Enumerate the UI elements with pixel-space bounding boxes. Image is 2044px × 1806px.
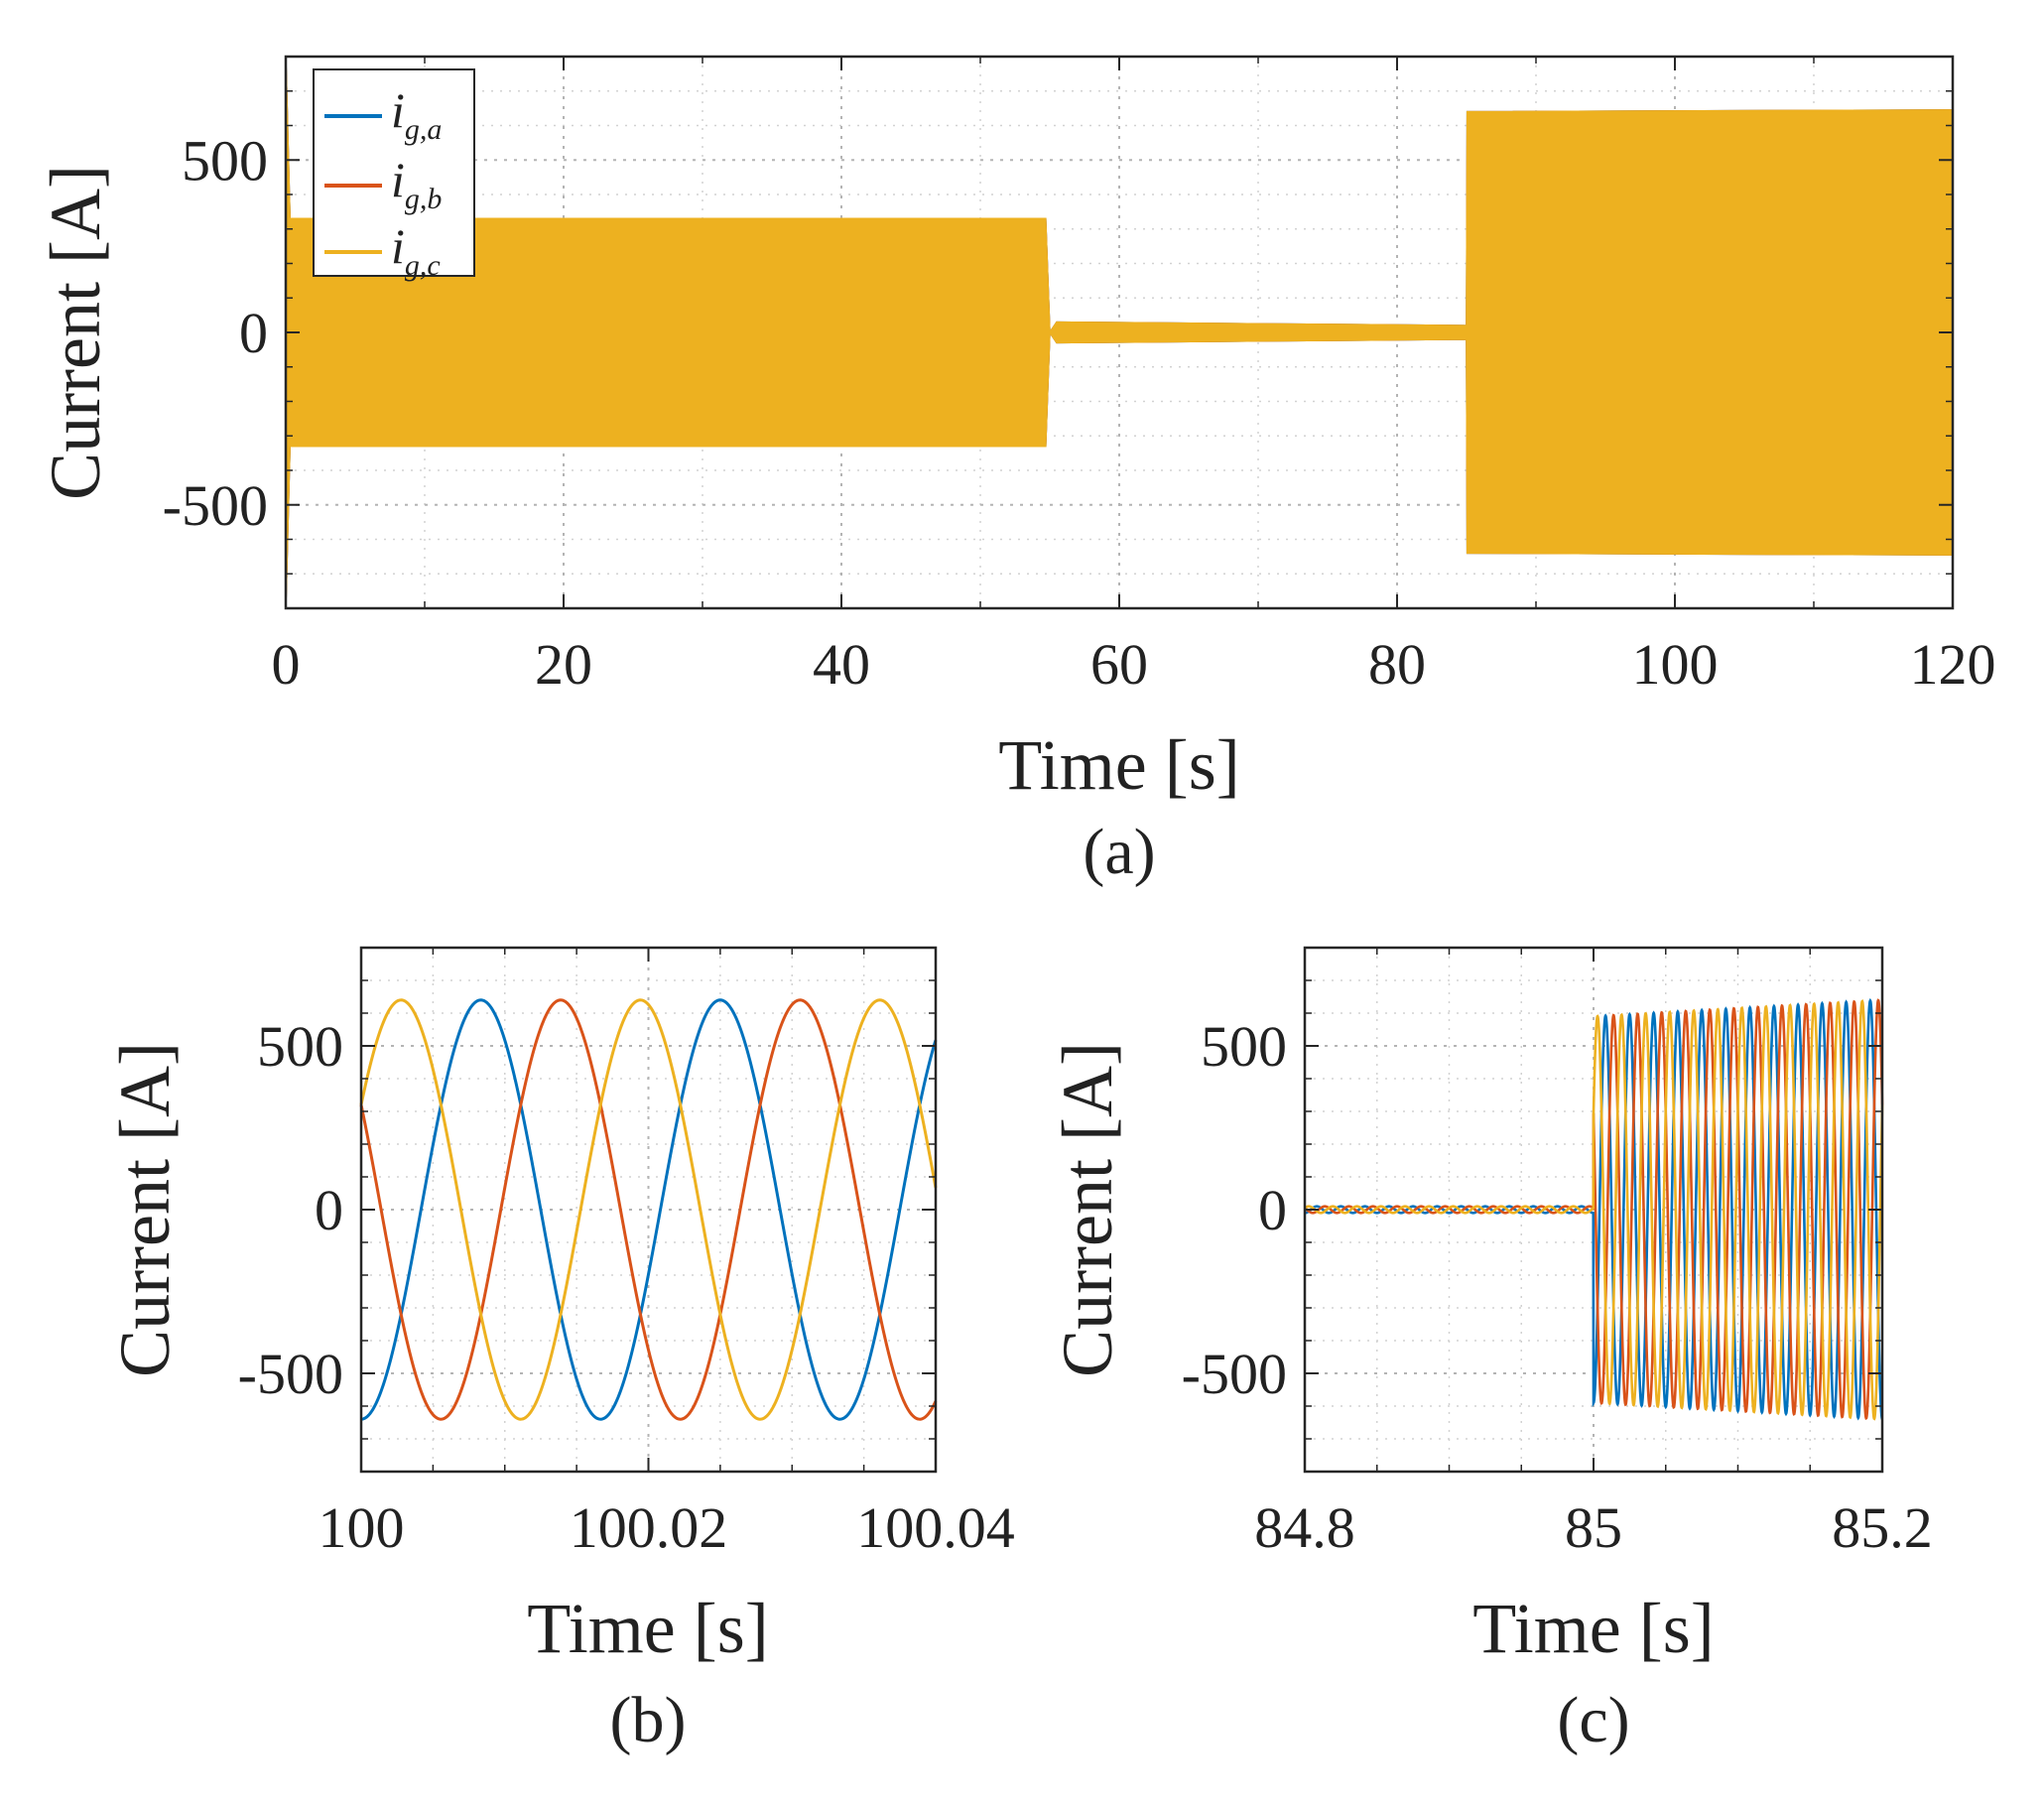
x-tick-label: 20 xyxy=(535,632,592,697)
legend-box xyxy=(313,68,475,277)
series-i-g-c xyxy=(359,998,938,1421)
chart-a-caption: (a) xyxy=(1083,816,1155,888)
chart-b-series xyxy=(359,998,938,1421)
chart-a: 0 20 40 60 80 100 120 -500 0 500 ig,a ig,b ig,c T… xyxy=(36,55,1996,888)
x-tick-label: 120 xyxy=(1910,632,1996,697)
series-i-g-a xyxy=(360,998,938,1421)
series-i-g-a xyxy=(1304,997,1884,1421)
chart-a-ticks: 0 20 40 60 80 100 120 -500 0 500 xyxy=(163,57,1996,697)
legend-label-ig-b: ig,b xyxy=(391,152,442,215)
x-tick-label: 80 xyxy=(1368,632,1426,697)
y-tick-label: 0 xyxy=(1258,1178,1287,1242)
chart-a-series xyxy=(285,56,1954,609)
chart-b-caption: (b) xyxy=(610,1684,687,1756)
x-tick-label: 100 xyxy=(319,1495,405,1560)
x-tick-label: 85.2 xyxy=(1832,1495,1933,1560)
x-tick-label: 100.02 xyxy=(570,1495,728,1560)
x-tick-label: 40 xyxy=(813,632,870,697)
chart-c-ticks: 84.8 85 85.2 -500 0 500 xyxy=(1182,948,1933,1560)
y-tick-label: -500 xyxy=(163,473,268,538)
x-tick-label: 100.04 xyxy=(856,1495,1015,1560)
x-tick-label: 84.8 xyxy=(1254,1495,1355,1560)
x-tick-label: 85 xyxy=(1565,1495,1622,1560)
y-tick-label: -500 xyxy=(238,1342,343,1406)
chart-b: 100 100.02 100.04 -500 0 500 Time [s] Current… xyxy=(105,946,1015,1756)
legend-label-ig-a: ig,a xyxy=(391,82,442,146)
y-tick-label: 0 xyxy=(239,301,268,365)
y-tick-label: 500 xyxy=(182,128,268,193)
x-tick-label: 100 xyxy=(1632,632,1719,697)
chart-c-xlabel: Time [s] xyxy=(1472,1589,1714,1668)
legend-label-ig-c: ig,c xyxy=(391,218,441,282)
chart-c-series xyxy=(1304,997,1884,1421)
chart-a-legend: ig,a ig,b ig,c xyxy=(313,68,475,282)
chart-c-ylabel: Current [A] xyxy=(1048,1042,1127,1377)
chart-a-ylabel: Current [A] xyxy=(36,165,115,500)
x-tick-label: 0 xyxy=(272,632,301,697)
chart-c-caption: (c) xyxy=(1557,1684,1629,1756)
y-tick-label: 500 xyxy=(257,1014,343,1079)
y-tick-label: 500 xyxy=(1201,1014,1287,1079)
chart-a-xlabel: Time [s] xyxy=(998,725,1239,805)
chart-b-ticks: 100 100.02 100.04 -500 0 500 xyxy=(238,948,1015,1560)
x-tick-label: 60 xyxy=(1090,632,1148,697)
chart-b-xlabel: Time [s] xyxy=(527,1589,768,1668)
y-tick-label: 0 xyxy=(315,1178,343,1242)
y-tick-label: -500 xyxy=(1182,1342,1287,1406)
chart-b-ylabel: Current [A] xyxy=(105,1042,185,1377)
series-i-g-c xyxy=(1304,999,1884,1421)
